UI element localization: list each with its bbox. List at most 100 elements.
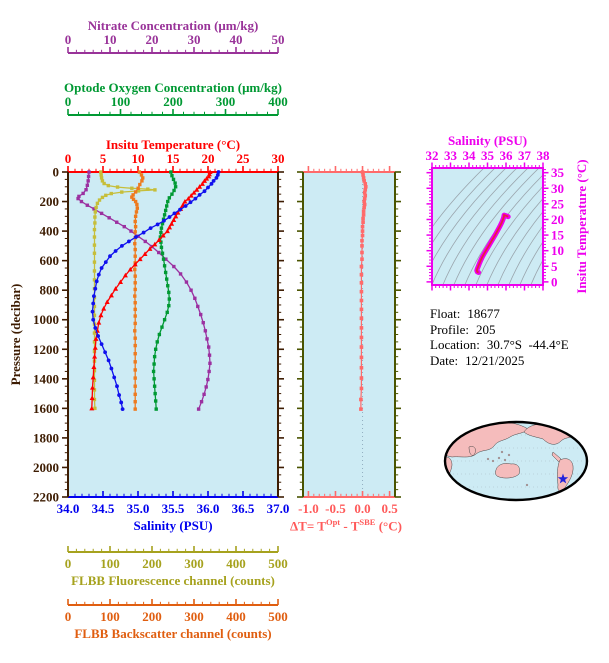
marker <box>91 301 96 306</box>
marker <box>98 312 104 318</box>
marker <box>155 340 159 344</box>
marker <box>133 400 137 404</box>
marker <box>97 198 102 202</box>
marker <box>94 279 99 284</box>
marker <box>106 358 111 363</box>
marker <box>359 365 364 370</box>
marker <box>153 188 157 192</box>
nitrate-tick-label: 0 <box>65 32 72 47</box>
temperature-tick-label: 20 <box>202 151 215 166</box>
marker <box>99 176 104 180</box>
marker <box>170 173 174 178</box>
marker <box>109 191 113 196</box>
marker <box>135 202 139 207</box>
date-line: Date: 12/21/2025 <box>430 353 569 369</box>
marker <box>170 192 174 196</box>
marker <box>93 210 97 214</box>
marker <box>133 321 137 326</box>
island <box>503 458 507 462</box>
pressure-tick-label: 1800 <box>33 430 59 445</box>
oxygen-tick-label: 200 <box>163 94 183 109</box>
marker <box>359 280 364 285</box>
marker <box>178 207 182 212</box>
marker <box>92 260 97 264</box>
nitrate-tick-label: 20 <box>146 32 159 47</box>
pressure-tick-label: 2200 <box>33 490 59 505</box>
oxygen-tick-label: 100 <box>111 94 131 109</box>
nitrate-axis-title: Nitrate Concentration (μm/kg) <box>88 18 259 33</box>
marker <box>92 243 97 247</box>
float-info: Float: 18677 Profile: 205 Location: 30.7°S … <box>430 306 569 368</box>
marker <box>167 215 172 219</box>
marker <box>153 399 158 403</box>
marker <box>152 362 156 366</box>
isopycnal-line <box>530 259 543 285</box>
float-label: Float: <box>430 306 461 321</box>
marker <box>164 228 170 234</box>
marker <box>216 170 221 174</box>
isopycnal-line <box>519 241 543 285</box>
marker <box>104 299 110 304</box>
marker <box>196 304 200 309</box>
fluorescence-tick-label: 200 <box>142 556 162 571</box>
marker <box>87 170 91 174</box>
marker <box>360 229 365 233</box>
marker <box>359 335 364 340</box>
marker <box>133 360 137 364</box>
marker <box>206 185 210 190</box>
float-value: 18677 <box>467 306 500 321</box>
pressure-tick-label: 400 <box>40 224 60 239</box>
marker <box>360 233 365 238</box>
float-location-star <box>557 473 569 484</box>
marker <box>182 198 188 204</box>
pressure-tick-label: 200 <box>40 194 60 209</box>
marker <box>140 179 144 183</box>
marker <box>96 334 100 338</box>
marker <box>133 368 137 372</box>
marker <box>162 264 167 268</box>
salinity-axis: 34.0 34.5 35.0 35.5 36.0 36.5 37.0 Salinity (PS… <box>57 491 289 533</box>
marker <box>131 197 136 202</box>
profile-line: Profile: 205 <box>430 322 569 338</box>
marker <box>142 251 148 256</box>
ts-salinity-tick-label: 35 <box>481 148 495 163</box>
marker <box>93 286 98 291</box>
marker <box>199 400 204 404</box>
marker <box>361 213 366 217</box>
marker <box>99 170 103 174</box>
marker <box>167 196 172 200</box>
marker <box>138 182 142 187</box>
marker <box>359 326 364 330</box>
marker <box>166 284 170 288</box>
pressure-tick-label: 1200 <box>33 342 59 357</box>
marker <box>361 216 365 221</box>
oxygen-tick-label: 0 <box>65 94 72 109</box>
marker <box>359 345 364 349</box>
marker <box>99 173 103 177</box>
marker <box>211 178 216 183</box>
date-value: 12/21/2025 <box>465 352 525 368</box>
nitrate-tick-label: 40 <box>230 32 243 47</box>
marker <box>359 397 363 402</box>
ts-temperature-tick-label: 25 <box>551 196 565 211</box>
marker <box>175 210 181 215</box>
marker <box>197 184 203 189</box>
marker <box>92 388 97 392</box>
marker <box>360 250 364 255</box>
marker <box>101 306 107 311</box>
temperature-axis-title: Insitu Temperature (°C) <box>106 137 240 152</box>
fluorescence-axis-title: FLBB Fluorescence channel (counts) <box>71 573 275 588</box>
marker <box>189 288 193 292</box>
marker <box>133 214 138 219</box>
isopycnal-line <box>453 168 540 285</box>
marker <box>153 347 158 351</box>
marker <box>131 193 135 197</box>
marker <box>207 369 211 374</box>
isopycnal-line <box>432 168 507 263</box>
marker <box>147 246 153 251</box>
marker <box>165 204 169 208</box>
marker <box>137 256 143 262</box>
marker <box>161 257 166 261</box>
marker <box>137 170 142 174</box>
marker <box>191 190 197 195</box>
